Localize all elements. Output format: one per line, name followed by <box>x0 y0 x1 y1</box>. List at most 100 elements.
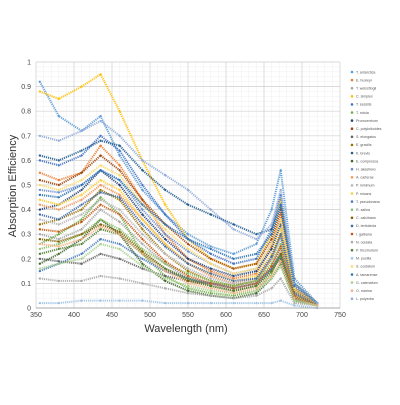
data-point <box>99 218 102 221</box>
data-point <box>38 247 41 251</box>
data-point <box>164 301 167 305</box>
data-point <box>141 169 144 172</box>
data-point <box>38 242 41 246</box>
data-point <box>57 252 60 255</box>
legend-label: P. minimum <box>356 184 375 188</box>
data-point <box>279 245 282 248</box>
data-point <box>279 277 282 280</box>
data-point <box>232 228 235 231</box>
data-point <box>293 282 296 285</box>
data-point <box>99 252 102 255</box>
data-point <box>232 287 235 290</box>
data-point <box>118 193 121 196</box>
data-point <box>186 242 190 246</box>
legend-label: E. huxleyi <box>356 78 372 82</box>
series-line <box>38 81 318 304</box>
data-point <box>209 287 212 290</box>
data-point <box>255 267 258 270</box>
legend-label: T. weissflogii <box>356 87 376 91</box>
data-point <box>232 284 235 287</box>
series-line <box>39 191 318 307</box>
legend-marker <box>350 159 354 163</box>
legend-marker <box>350 240 354 244</box>
legend-marker <box>350 224 354 228</box>
data-point <box>38 213 41 216</box>
data-point <box>38 80 41 83</box>
legend-marker <box>350 143 354 147</box>
data-point <box>99 274 102 278</box>
data-point <box>186 270 190 273</box>
data-point <box>270 208 273 211</box>
data-point <box>164 238 167 241</box>
data-point <box>255 294 258 297</box>
data-point <box>118 228 121 231</box>
data-point <box>141 183 144 187</box>
data-point <box>57 97 60 100</box>
legend-marker <box>350 167 354 171</box>
data-point <box>99 169 102 172</box>
legend-marker <box>350 103 354 106</box>
data-point <box>141 262 144 265</box>
data-point <box>99 196 102 199</box>
series-line <box>39 243 318 307</box>
legend-label: N. oculata <box>356 240 372 244</box>
data-point <box>209 301 212 305</box>
data-point <box>38 277 41 280</box>
y-tick-label: 0.9 <box>21 84 31 91</box>
data-point <box>141 159 144 162</box>
data-point <box>38 154 41 157</box>
data-point <box>270 233 273 236</box>
data-point <box>38 218 41 221</box>
data-point <box>118 277 121 280</box>
data-point <box>209 282 212 285</box>
data-point <box>209 279 212 283</box>
data-point <box>99 73 102 76</box>
legend-label: C. simplex <box>356 95 373 99</box>
data-point <box>186 277 190 280</box>
data-point <box>164 252 167 255</box>
data-point <box>38 270 41 273</box>
data-point <box>141 252 144 255</box>
data-point <box>141 299 144 302</box>
data-point <box>270 223 273 226</box>
legend-label: O. marina <box>356 289 372 293</box>
data-point <box>57 178 60 182</box>
data-point <box>80 183 83 187</box>
data-point <box>209 247 212 251</box>
data-point <box>255 257 258 260</box>
data-point <box>279 169 282 172</box>
y-tick-label: 0.6 <box>21 158 31 165</box>
legend-label: A. tamarense <box>356 273 377 277</box>
data-point <box>99 115 102 118</box>
legend-marker <box>350 127 354 130</box>
data-point <box>38 208 41 211</box>
data-point <box>99 188 102 192</box>
data-point <box>38 301 41 305</box>
data-point <box>141 233 144 236</box>
data-point <box>57 196 60 199</box>
data-point <box>38 233 41 236</box>
data-point <box>164 277 167 280</box>
legend-marker <box>350 135 354 139</box>
legend-marker <box>350 257 354 260</box>
data-point <box>57 279 60 283</box>
data-point <box>209 208 212 211</box>
data-point <box>293 287 296 290</box>
data-point <box>232 282 235 285</box>
data-point <box>118 220 121 223</box>
data-point <box>38 188 41 192</box>
data-point <box>80 257 83 260</box>
data-point <box>164 213 167 216</box>
data-point <box>57 242 60 246</box>
legend-label: T. pseudonana <box>356 200 380 204</box>
data-point <box>57 139 60 142</box>
data-point <box>141 203 144 206</box>
data-point <box>99 225 102 228</box>
data-point <box>80 129 83 132</box>
data-point <box>255 238 258 241</box>
data-point <box>164 245 167 248</box>
legend-marker <box>350 192 354 195</box>
y-tick-label: 0 <box>27 306 31 313</box>
legend-marker <box>350 70 354 74</box>
data-point <box>118 149 121 152</box>
